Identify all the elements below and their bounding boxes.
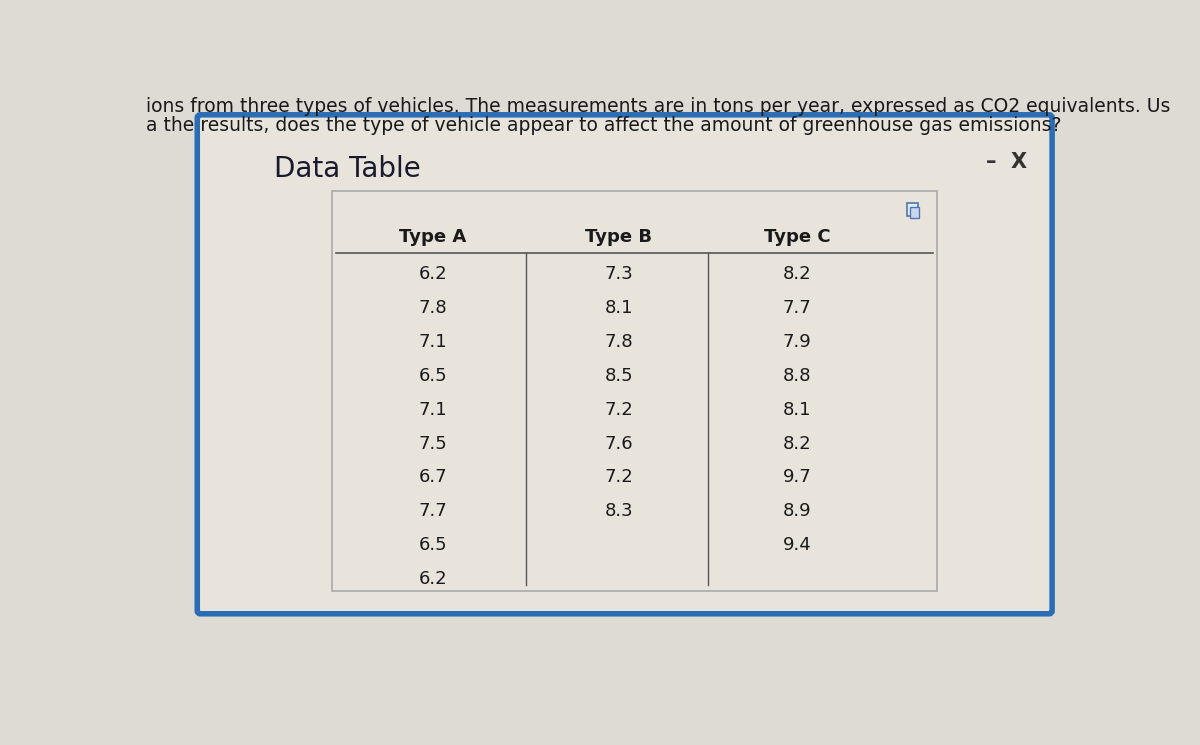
Text: 8.2: 8.2 [782, 434, 811, 453]
Text: 7.7: 7.7 [419, 502, 448, 520]
FancyBboxPatch shape [197, 115, 1052, 614]
Text: 7.8: 7.8 [605, 333, 634, 351]
Text: 6.5: 6.5 [419, 367, 448, 385]
Text: 6.7: 6.7 [419, 469, 448, 486]
Text: 7.8: 7.8 [419, 299, 448, 317]
Bar [907, 203, 918, 216]
Text: 7.9: 7.9 [782, 333, 811, 351]
Text: 7.5: 7.5 [419, 434, 448, 453]
Bar [910, 207, 919, 218]
Text: 8.1: 8.1 [605, 299, 634, 317]
Text: 7.2: 7.2 [605, 401, 634, 419]
Text: 7.1: 7.1 [419, 401, 448, 419]
Text: 7.2: 7.2 [605, 469, 634, 486]
Text: a the results, does the type of vehicle appear to affect the amount of greenhous: a the results, does the type of vehicle … [146, 116, 1062, 136]
Text: Data Table: Data Table [274, 155, 421, 183]
Text: 8.2: 8.2 [782, 265, 811, 283]
Text: 7.1: 7.1 [419, 333, 448, 351]
Text: Type C: Type C [764, 228, 830, 247]
Text: 8.8: 8.8 [782, 367, 811, 385]
Text: 8.3: 8.3 [605, 502, 634, 520]
Text: Type B: Type B [586, 228, 653, 247]
Text: ions from three types of vehicles. The measurements are in tons per year, expres: ions from three types of vehicles. The m… [146, 97, 1170, 116]
Text: 6.2: 6.2 [419, 570, 448, 588]
FancyBboxPatch shape [332, 191, 937, 592]
Text: 8.1: 8.1 [782, 401, 811, 419]
Text: 9.7: 9.7 [782, 469, 811, 486]
Text: 9.4: 9.4 [782, 536, 811, 554]
Text: 7.6: 7.6 [605, 434, 634, 453]
Text: 8.5: 8.5 [605, 367, 634, 385]
Text: 6.2: 6.2 [419, 265, 448, 283]
Text: 8.9: 8.9 [782, 502, 811, 520]
Text: 7.7: 7.7 [782, 299, 811, 317]
Text: –  X: – X [986, 152, 1027, 172]
Text: 7.3: 7.3 [605, 265, 634, 283]
Text: 6.5: 6.5 [419, 536, 448, 554]
Text: Type A: Type A [400, 228, 467, 247]
